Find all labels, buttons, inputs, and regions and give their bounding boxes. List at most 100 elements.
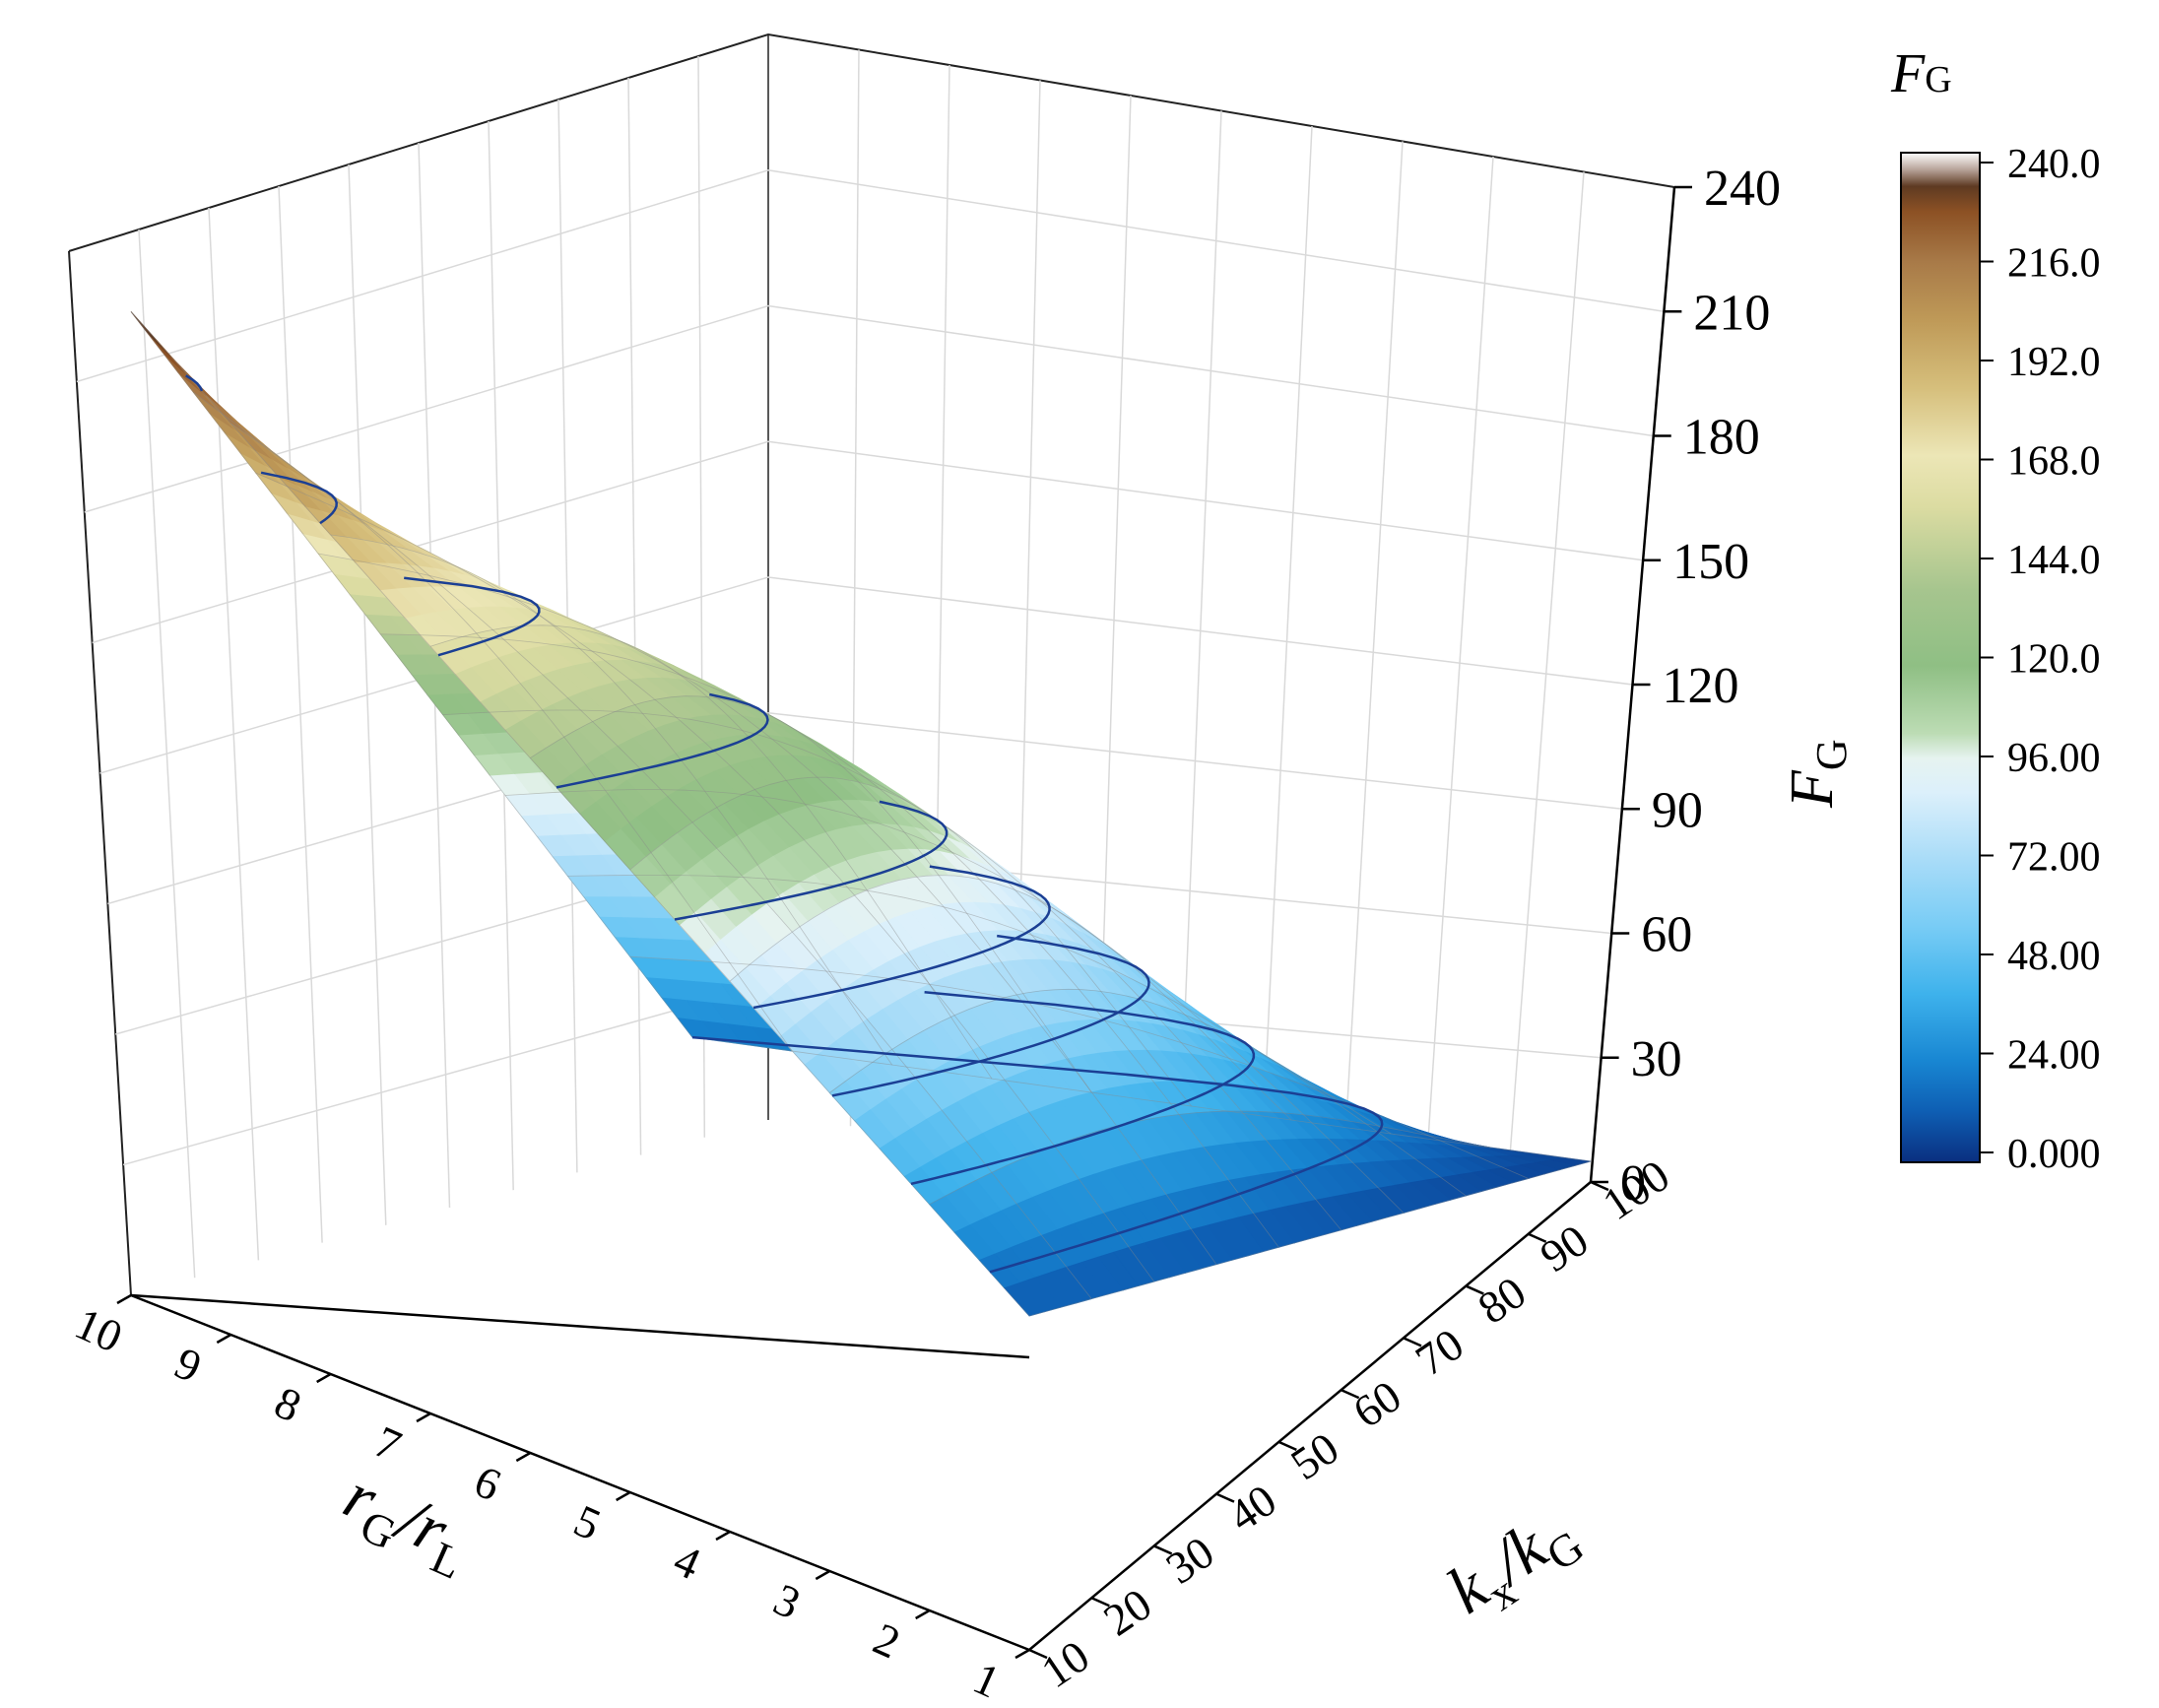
x-axis-front-edge	[130, 1293, 1030, 1652]
x-axis-tick	[216, 1333, 231, 1345]
y-axis-tick	[1153, 1544, 1173, 1555]
mesh-line	[255, 472, 1155, 1282]
z-axis-tick-label: 120	[1663, 658, 1739, 714]
z-axis-tick-label: 90	[1652, 782, 1703, 838]
x-axis-tick-label: 8	[268, 1377, 309, 1432]
mesh-line	[130, 311, 1030, 1317]
contour-line	[185, 374, 204, 392]
x-axis-tick	[616, 1490, 631, 1502]
mesh-line	[330, 534, 893, 1066]
back-wall-top-edge	[68, 33, 1675, 252]
mesh-line	[1028, 1160, 1592, 1317]
y-axis-tick	[1028, 1648, 1048, 1660]
y-axis-tick	[1528, 1232, 1547, 1243]
x-axis-tick-label: 6	[467, 1456, 508, 1511]
mesh-line	[504, 789, 1405, 1214]
contour-line	[260, 471, 338, 525]
mesh-line	[929, 1110, 1491, 1206]
x-axis-tick	[715, 1530, 731, 1542]
y-axis-tick	[1090, 1597, 1110, 1608]
x-axis-tick-label: 5	[567, 1495, 609, 1550]
contour-line	[691, 1035, 1384, 1274]
colorbar-tick-label: 24.00	[2007, 1033, 2101, 1079]
x-axis-tick	[1014, 1648, 1030, 1660]
colorbar-tick-label: 240.0	[2007, 142, 2101, 187]
mesh-line	[629, 776, 1193, 1107]
colorbar-title-main: F	[1890, 43, 1926, 104]
z-axis-tick-label: 240	[1704, 161, 1781, 217]
surface-mesh	[130, 311, 1592, 1317]
colorbar-gradient	[1900, 152, 1981, 1163]
x-axis-tick	[116, 1293, 132, 1305]
colorbar-tick-label: 192.0	[2007, 340, 2101, 385]
contour-lines	[185, 374, 1384, 1274]
mesh-line	[567, 875, 1467, 1197]
colorbar-ticks: 240.0 216.0 192.0 168.0 144.0 120.0 96.00 72.00…	[1980, 142, 2101, 1177]
mesh-line	[442, 709, 1342, 1231]
contour-line	[752, 865, 1051, 1010]
y-axis-tick	[1215, 1492, 1235, 1503]
y-axis-tick	[1590, 1180, 1609, 1192]
mesh-line	[629, 955, 1529, 1179]
colorbar-title: FG	[1890, 43, 1952, 104]
surface-patch	[1003, 1281, 1046, 1317]
mesh-line	[691, 1036, 1592, 1162]
x-axis-line	[130, 1293, 1030, 1359]
colorbar-tick-label: 216.0	[2007, 241, 2101, 287]
back-grid-line	[76, 168, 1665, 383]
z-axis-tick-label: 30	[1631, 1031, 1682, 1087]
y-axis-tick	[1341, 1388, 1360, 1400]
x-axis-tick-label: 2	[867, 1613, 908, 1669]
colorbar-title-sub: G	[1925, 59, 1951, 100]
y-axis-tick	[1465, 1284, 1484, 1295]
back-grid-line	[99, 576, 1633, 774]
x-axis-tick	[316, 1372, 332, 1384]
colorbar-tick-label: 144.0	[2007, 538, 2101, 583]
contour-line	[404, 576, 541, 657]
x-axis-tick-label: 1	[966, 1653, 1008, 1703]
surface-patch	[177, 371, 220, 412]
x-axis-tick-label: 9	[167, 1338, 209, 1393]
z-axis-tick-label: 0	[1620, 1155, 1646, 1212]
z-axis-title-sub: G	[1807, 739, 1856, 770]
colorbar: 240.0 216.0 192.0 168.0 144.0 120.0 96.00 72.00…	[1890, 43, 2101, 1177]
back-grid-line	[92, 440, 1644, 644]
x-axis-tick-label: 10	[68, 1298, 130, 1362]
mesh-line	[530, 695, 1092, 1093]
contour-line	[556, 692, 769, 789]
z-axis-tick-label: 150	[1672, 534, 1749, 590]
y-axis-tick-label: 100	[1594, 1150, 1678, 1229]
colorbar-tick-label: 168.0	[2007, 439, 2101, 485]
x-axis-title: rG/rL	[329, 1457, 484, 1589]
mesh-line	[380, 633, 1279, 1248]
contour-line	[674, 800, 949, 921]
y-axis-title: kx/kG	[1434, 1491, 1593, 1637]
z-axis-tick-label: 60	[1641, 907, 1692, 963]
back-grid-line	[84, 304, 1654, 513]
z-axis-tick-label: 210	[1693, 285, 1770, 341]
x-axis-tick-label: 4	[667, 1535, 708, 1590]
colorbar-tick-label: 48.00	[2007, 934, 2101, 979]
colorbar-tick-label: 72.00	[2007, 835, 2101, 881]
mesh-line	[829, 988, 1392, 1135]
x-axis-tick-label: 3	[766, 1574, 808, 1629]
contour-line	[831, 934, 1150, 1097]
y-axis-line	[1028, 1181, 1592, 1651]
back-grid-line	[107, 711, 1622, 905]
surface-patch	[192, 391, 234, 429]
z-axis-title-main: F	[1779, 769, 1846, 809]
x-axis-tick	[416, 1412, 431, 1423]
z-axis-tick-label: 180	[1683, 410, 1760, 466]
z-axis-title: FG	[1779, 739, 1856, 809]
x-axis-tick	[815, 1569, 830, 1581]
y-axis-tick	[1403, 1337, 1422, 1347]
colorbar-tick-label: 120.0	[2007, 637, 2101, 683]
mesh-line	[193, 391, 1092, 1299]
mesh-line	[130, 311, 693, 1038]
y-axis-tick	[1277, 1440, 1297, 1452]
colorbar-tick-label: 0.000	[2007, 1132, 2101, 1177]
x-axis-tick	[515, 1451, 531, 1463]
colorbar-tick-label: 96.00	[2007, 736, 2101, 781]
